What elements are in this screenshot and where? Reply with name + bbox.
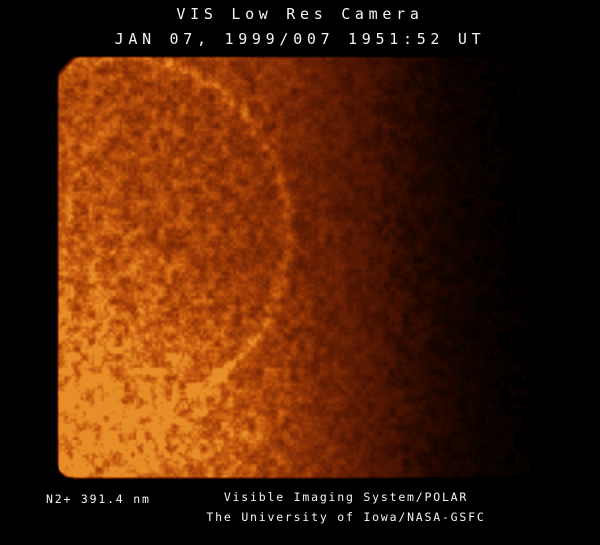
image-title: VIS Low Res Camera <box>176 5 424 23</box>
image-timestamp: JAN 07, 1999/007 1951:52 UT <box>114 30 486 48</box>
credit-block: Visible Imaging System/POLAR The Univers… <box>206 487 485 527</box>
credit-line-instrument: Visible Imaging System/POLAR <box>223 490 469 504</box>
filter-wavelength-label: N2+ 391.4 nm <box>46 492 151 506</box>
credit-line-institution: The University of Iowa/NASA-GSFC <box>206 510 486 524</box>
